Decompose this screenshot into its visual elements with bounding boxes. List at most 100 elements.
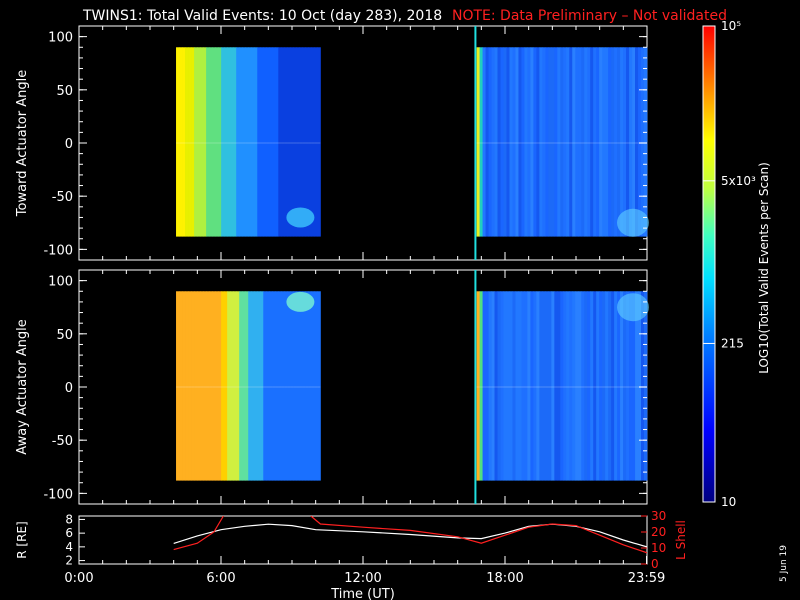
heatmap-column bbox=[608, 47, 612, 237]
x-tick-label: 23:59 bbox=[628, 571, 665, 586]
heatmap-column bbox=[605, 291, 609, 481]
heatmap-column bbox=[563, 291, 567, 481]
away-angle-panel: 100 50 0 -50 -100 Away Actuator Angle bbox=[15, 269, 649, 505]
heatmap-column bbox=[506, 47, 510, 237]
lshell-tick-label: 0 bbox=[651, 557, 659, 571]
heatmap-column bbox=[524, 291, 528, 481]
heatmap-column bbox=[263, 47, 267, 237]
heatmap-column bbox=[245, 47, 249, 237]
heatmap-column bbox=[275, 47, 279, 237]
heatmap-column bbox=[611, 291, 615, 481]
heatmap-column bbox=[581, 291, 585, 481]
r-tick-label: 8 bbox=[65, 512, 73, 526]
heatmap-column bbox=[221, 291, 225, 481]
y-tick-label: 50 bbox=[56, 328, 73, 343]
heatmap-column bbox=[554, 291, 558, 481]
x-axis-label: Time (UT) bbox=[330, 587, 395, 600]
heatmap-column bbox=[269, 291, 273, 481]
edge-enhancement bbox=[286, 207, 315, 228]
heatmap-column bbox=[212, 291, 216, 481]
heatmap-column bbox=[530, 47, 534, 237]
heatmap-column bbox=[230, 291, 234, 481]
heatmap-column bbox=[602, 47, 606, 237]
heatmap-column bbox=[176, 47, 180, 237]
x-tick-label: 12:00 bbox=[344, 571, 381, 586]
orbit-lines bbox=[173, 516, 647, 554]
heatmap-column bbox=[593, 291, 597, 481]
heatmap-column bbox=[296, 47, 300, 237]
heatmap-column bbox=[194, 291, 198, 481]
date-stamp: 5 Jun 19 bbox=[779, 545, 789, 582]
heatmap-column bbox=[293, 47, 297, 237]
y-tick-label: -100 bbox=[43, 243, 73, 258]
heatmap-column bbox=[314, 47, 318, 237]
heatmap-column bbox=[617, 291, 621, 481]
heatmap-column bbox=[641, 47, 645, 237]
heatmap-column bbox=[626, 291, 630, 481]
heatmap-column bbox=[560, 47, 564, 237]
heatmap-column bbox=[194, 47, 198, 237]
heatmap-column bbox=[548, 291, 552, 481]
heatmap-column bbox=[317, 291, 321, 481]
colorbar: 10⁵ 5x10³ 215 10 LOG10(Total Valid Events p… bbox=[702, 19, 771, 509]
heatmap-column bbox=[629, 47, 633, 237]
heatmap-column bbox=[479, 47, 483, 237]
heatmap-column bbox=[188, 291, 192, 481]
heatmap-column bbox=[599, 291, 603, 481]
heatmap-column bbox=[620, 291, 624, 481]
heatmap-column bbox=[551, 291, 555, 481]
heatmap-column bbox=[488, 47, 492, 237]
heatmap-column bbox=[191, 47, 195, 237]
preliminary-note: NOTE: Data Preliminary – Not validated bbox=[452, 8, 727, 24]
heatmap-column bbox=[227, 47, 231, 237]
heatmap-column bbox=[584, 47, 588, 237]
heatmap-column bbox=[530, 291, 534, 481]
heatmap-column bbox=[248, 291, 252, 481]
heatmap-column bbox=[539, 47, 543, 237]
heatmap-column bbox=[251, 47, 255, 237]
heatmap-column bbox=[284, 47, 288, 237]
heatmap-column bbox=[539, 291, 543, 481]
heatmap-column bbox=[500, 291, 504, 481]
y-tick-label: -100 bbox=[43, 487, 73, 502]
heatmap-column bbox=[578, 47, 582, 237]
heatmap-column bbox=[611, 47, 615, 237]
lshell-line bbox=[173, 516, 224, 551]
heatmap-column bbox=[299, 47, 303, 237]
heatmap-column bbox=[497, 291, 501, 481]
heatmap-column bbox=[290, 291, 294, 481]
x-tick-label: 0:00 bbox=[64, 571, 93, 586]
heatmap-column bbox=[587, 47, 591, 237]
heatmap-column bbox=[536, 291, 540, 481]
heatmap-column bbox=[239, 47, 243, 237]
y-tick-label: 0 bbox=[65, 381, 73, 396]
edge-enhancement bbox=[617, 293, 649, 322]
chart-title: TWINS1: Total Valid Events: 10 Oct (day … bbox=[82, 8, 442, 24]
r-tick-label: 4 bbox=[65, 540, 73, 554]
heatmap-column bbox=[305, 47, 309, 237]
heatmap-column bbox=[596, 291, 600, 481]
heatmap-column bbox=[191, 291, 195, 481]
heatmap-column bbox=[200, 291, 204, 481]
heatmap-column bbox=[197, 47, 201, 237]
heatmap-column bbox=[209, 291, 213, 481]
heatmap-column bbox=[302, 291, 306, 481]
heatmap-column bbox=[590, 291, 594, 481]
heatmap-column bbox=[617, 47, 621, 237]
heatmap-column bbox=[302, 47, 306, 237]
heatmap-column bbox=[278, 47, 282, 237]
heatmap-column bbox=[608, 291, 612, 481]
heatmap-column bbox=[188, 47, 192, 237]
toward-angle-panel: 100 50 0 -50 -100 Toward Actuator Angle bbox=[15, 25, 649, 261]
r-tick-label: 2 bbox=[65, 554, 73, 568]
x-tick-label: 18:00 bbox=[486, 571, 523, 586]
r-tick-label: 6 bbox=[65, 526, 73, 540]
heatmap-column bbox=[590, 47, 594, 237]
heatmap-column bbox=[293, 291, 297, 481]
heatmap-column bbox=[512, 291, 516, 481]
colorbar-tick-label: 10⁵ bbox=[721, 19, 741, 33]
heatmap-column bbox=[233, 291, 237, 481]
